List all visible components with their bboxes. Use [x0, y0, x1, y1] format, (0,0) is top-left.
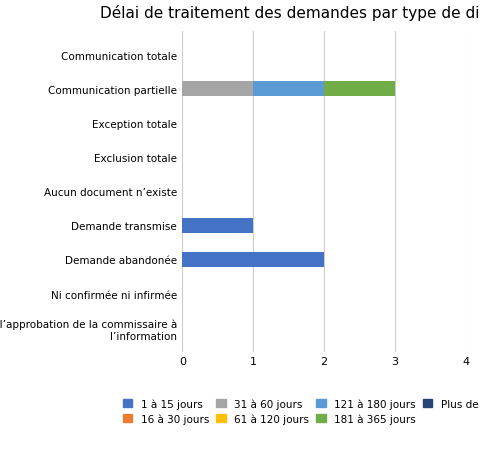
Bar [324, 82, 395, 97]
Bar [253, 82, 324, 97]
Bar [182, 252, 324, 267]
Title: Délai de traitement des demandes par type de disposition: Délai de traitement des demandes par typ… [100, 5, 480, 21]
Bar [182, 218, 253, 234]
Bar [182, 82, 253, 97]
Legend: 1 à 15 jours, 16 à 30 jours, 31 à 60 jours, 61 à 120 jours, 121 à 180 jours, 181: 1 à 15 jours, 16 à 30 jours, 31 à 60 jou… [123, 399, 480, 424]
